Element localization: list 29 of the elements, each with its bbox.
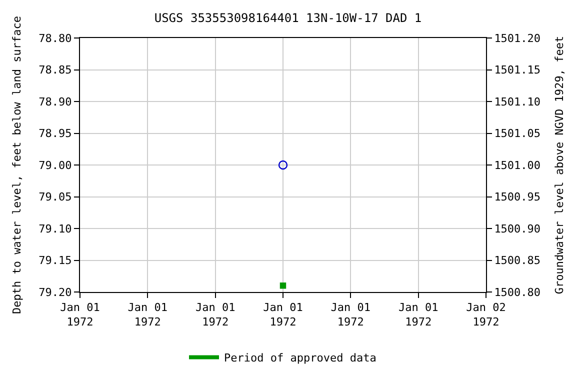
y2-tick-label: 1501.00 [494,158,541,172]
x-tick-label: Jan 01 1972 [330,301,371,328]
x-tick-label: Jan 01 1972 [398,301,438,328]
y-tick-label: 78.90 [38,95,72,108]
y-tick-label: 78.95 [38,127,72,140]
y-tick-label: 78.85 [38,64,72,77]
chart-title: USGS 353553098164401 13N-10W-17 DAD 1 [154,10,422,25]
y-tick-label: 79.15 [38,254,72,268]
x-tick-label: Jan 01 1972 [60,301,100,328]
y-tick-label: 79.10 [38,222,72,236]
x-tick-label: Jan 01 1972 [263,301,303,328]
y2-tick-label: 1500.85 [494,254,541,268]
y2-tick-label: 1500.95 [494,190,541,204]
x-tick-label: Jan 01 1972 [128,301,168,328]
legend-label: Period of approved data [224,352,376,365]
y-tick-label: 79.00 [38,158,72,172]
y2-tick-label: 1501.15 [494,64,541,77]
y-axis-title: Depth to water level, feet below land surface [10,16,24,314]
y2-tick-label: 1500.80 [494,286,541,299]
y2-axis-title: Groundwater level above NGVD 1929, feet [552,36,566,294]
x-tick-label: Jan 02 1972 [466,301,506,328]
y2-tick-label: 1501.05 [494,127,541,140]
y2-tick-label: 1501.20 [494,32,541,45]
y-tick-label: 79.05 [38,190,72,204]
y-tick-label: 79.20 [38,286,72,299]
y2-tick-label: 1500.90 [494,222,541,236]
y-tick-label: 78.80 [38,32,72,45]
y2-tick-label: 1501.10 [494,95,541,108]
x-tick-label: Jan 01 1972 [195,301,236,328]
